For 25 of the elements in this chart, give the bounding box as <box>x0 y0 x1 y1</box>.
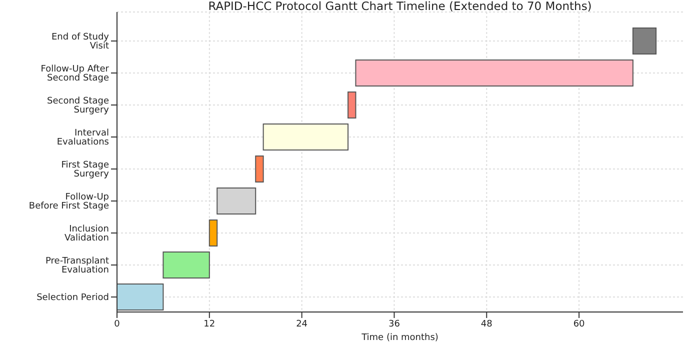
chart-title: RAPID-HCC Protocol Gantt Chart Timeline (Extended to 70 Months) <box>207 0 593 13</box>
bar <box>348 92 356 118</box>
y-tick-label: Interval Evaluations <box>56 128 110 148</box>
bar <box>162 252 210 278</box>
bar <box>117 284 164 310</box>
x-axis-title: Time (in months) <box>360 333 438 343</box>
x-tick-label: 60 <box>573 319 586 330</box>
bar <box>255 156 264 182</box>
bar <box>262 124 349 150</box>
bar <box>208 220 218 246</box>
x-tick-label: 24 <box>296 319 308 330</box>
x-tick-label: 48 <box>480 319 493 330</box>
y-tick-label: Follow-Up Before First Stage <box>28 192 110 212</box>
y-tick-label: Follow-Up After Second Stage <box>40 64 110 84</box>
x-tick-label: 0 <box>114 319 120 330</box>
bar <box>355 60 634 86</box>
x-tick-label: 36 <box>388 319 400 330</box>
y-tick-label: Inclusion Validation <box>64 224 109 244</box>
x-tick-label: 12 <box>204 319 216 330</box>
y-tick-label: Pre-Transplant Evaluation <box>46 256 110 276</box>
bar <box>632 28 657 54</box>
y-tick-label: Second Stage Surgery <box>47 96 110 116</box>
y-tick-label: Selection Period <box>36 293 109 304</box>
y-tick-label: End of Study Visit <box>52 32 110 52</box>
y-tick-label: First Stage Surgery <box>61 160 110 180</box>
